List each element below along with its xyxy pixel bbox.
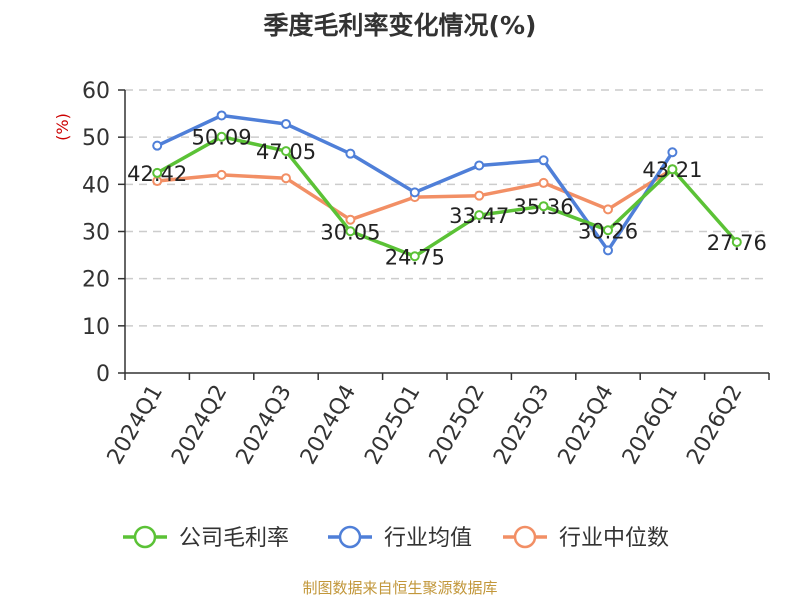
data-point	[474, 160, 485, 171]
data-point	[345, 214, 356, 225]
y-tick-label: 0	[96, 362, 110, 387]
data-point	[603, 204, 613, 215]
data-point	[603, 225, 613, 236]
legend-label: 行业均值	[384, 526, 472, 551]
data-point	[216, 169, 227, 180]
y-tick-label: 50	[82, 126, 110, 151]
legend-label: 行业中位数	[559, 526, 669, 551]
data-label: 24.75	[385, 245, 445, 269]
data-point	[409, 251, 420, 262]
data-label: 50.09	[192, 126, 252, 150]
x-tick-label: 2024Q3	[232, 381, 297, 469]
data-point	[281, 118, 291, 129]
legend-marker	[133, 525, 157, 549]
data-label: 30.26	[578, 219, 638, 243]
data-label: 42.42	[127, 162, 187, 186]
y-tick-label: 30	[82, 221, 110, 246]
x-tick-label: 2026Q2	[682, 381, 747, 469]
x-tick-label: 2025Q3	[489, 381, 554, 469]
data-point	[409, 187, 420, 198]
x-tick-label: 2025Q2	[425, 381, 490, 469]
legend-marker	[338, 525, 362, 549]
data-label: 47.05	[256, 140, 316, 164]
data-point	[538, 177, 549, 188]
data-point	[216, 131, 227, 142]
data-point	[538, 201, 549, 212]
chart-title: 季度毛利率变化情况(%)	[263, 11, 537, 40]
y-tick-label: 10	[82, 315, 110, 340]
data-point	[345, 226, 356, 237]
x-tick-label: 2025Q4	[554, 381, 619, 469]
x-tick-label: 2026Q1	[618, 381, 683, 469]
data-point	[474, 210, 485, 221]
data-point	[667, 147, 678, 158]
data-source-note: 制图数据来自恒生聚源数据库	[302, 579, 498, 597]
data-point	[281, 146, 291, 157]
data-point	[216, 110, 227, 121]
y-tick-label: 60	[82, 79, 110, 104]
x-tick-label: 2025Q1	[360, 381, 425, 469]
data-point	[281, 173, 291, 184]
legend-label: 公司毛利率	[179, 526, 289, 551]
x-tick-label: 2024Q2	[167, 381, 232, 469]
x-tick-label: 2024Q1	[103, 381, 168, 469]
y-axis-label: (%)	[53, 113, 72, 141]
data-label: 30.05	[320, 220, 380, 244]
legend-marker	[513, 525, 537, 549]
data-label: 33.47	[449, 204, 509, 228]
data-point	[345, 148, 356, 159]
x-tick-label: 2024Q4	[296, 381, 361, 469]
data-point	[731, 237, 742, 248]
data-point	[538, 155, 549, 166]
data-point	[474, 190, 485, 201]
data-point	[152, 167, 163, 178]
data-label: 43.21	[642, 158, 702, 182]
data-point	[152, 140, 163, 151]
series-line	[155, 134, 739, 259]
y-tick-label: 20	[82, 268, 110, 293]
data-point	[603, 245, 613, 256]
data-label: 35.36	[514, 195, 574, 219]
y-tick-label: 40	[82, 173, 110, 198]
data-point	[667, 164, 678, 175]
data-label: 27.76	[707, 231, 767, 255]
